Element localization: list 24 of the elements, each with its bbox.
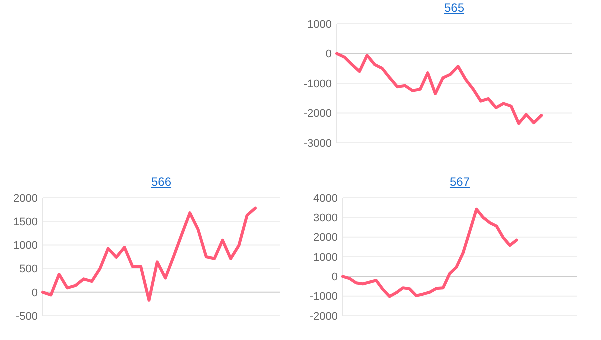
- y-tick-label: 0: [326, 48, 332, 61]
- line-series: [342, 208, 518, 298]
- y-tick-label: 500: [20, 264, 38, 276]
- line-series: [42, 206, 257, 302]
- y-tick-label: 1500: [14, 216, 38, 228]
- y-tick-label: 2000: [314, 232, 338, 244]
- y-tick-label: -3000: [304, 138, 332, 150]
- y-tick-label: 1000: [14, 240, 38, 252]
- y-tick-label: 1000: [314, 252, 338, 264]
- line-series: [336, 52, 544, 126]
- y-tick-label: -500: [16, 310, 38, 323]
- y-tick-label: -2000: [310, 310, 338, 323]
- y-tick-label: 0: [32, 287, 38, 300]
- chart-title: 567: [450, 175, 470, 189]
- y-tick-label: -1000: [304, 78, 332, 90]
- y-tick-label: 3000: [314, 212, 338, 225]
- y-tick-label: -1000: [310, 291, 338, 304]
- y-tick-label: 1000: [308, 18, 332, 31]
- y-tick-label: 2000: [14, 192, 38, 205]
- chart-title: 566: [151, 175, 172, 189]
- y-tick-label: 0: [332, 272, 338, 284]
- y-tick-label: 4000: [314, 192, 338, 205]
- chart-title: 565: [444, 1, 465, 15]
- y-tick-label: -2000: [304, 108, 332, 120]
